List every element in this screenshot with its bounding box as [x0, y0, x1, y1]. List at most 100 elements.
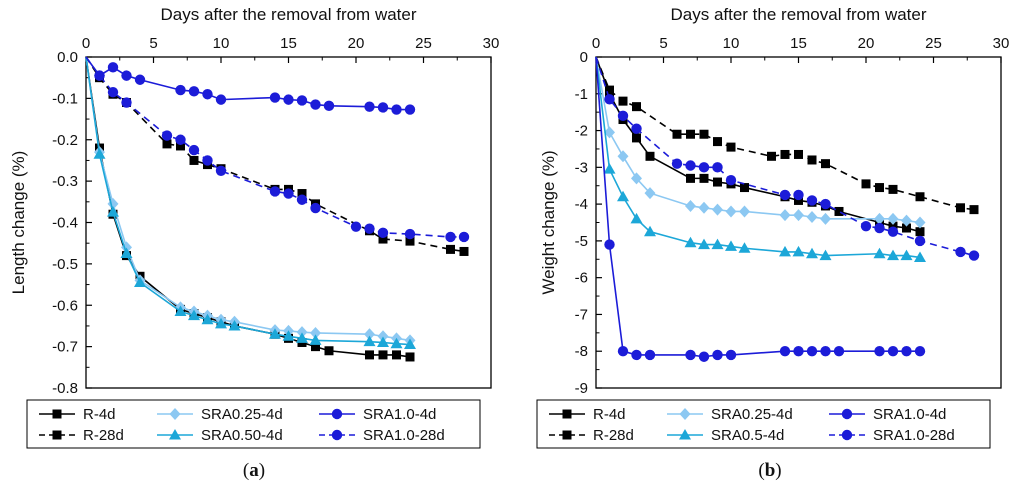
series-SRA0.25-4d [595, 56, 926, 229]
data-point [311, 342, 320, 352]
data-point [793, 189, 804, 201]
data-point [458, 231, 470, 243]
series-SRA0.50-4d [85, 56, 416, 350]
data-point [94, 70, 105, 81]
series-line [85, 56, 410, 111]
data-point [632, 102, 641, 112]
data-point [740, 183, 749, 193]
data-point [631, 349, 642, 361]
x-tick-label: 15 [790, 35, 807, 52]
legend: R-4d SRA0.25-4d SRA1.0-4d R-28d SRA0.5-4d SRA… [536, 399, 991, 449]
data-point [820, 346, 831, 357]
data-point [875, 183, 884, 193]
legend-marker [52, 409, 62, 419]
legend-marker [841, 408, 853, 420]
data-point [779, 189, 791, 201]
data-point [617, 110, 629, 122]
data-point [618, 96, 628, 106]
series-SRA1.0-28d [85, 56, 470, 243]
data-point [390, 337, 403, 349]
data-point [698, 238, 710, 250]
data-point [873, 247, 886, 259]
data-point [698, 201, 710, 214]
data-point [363, 335, 376, 347]
data-point [794, 149, 803, 159]
data-point [955, 246, 966, 258]
data-point [392, 350, 401, 360]
data-point [283, 188, 294, 199]
data-point [364, 328, 375, 341]
data-point [269, 328, 281, 339]
data-point [807, 155, 817, 165]
series-line [595, 56, 975, 211]
panel-letter: a [249, 460, 259, 481]
data-point [698, 351, 710, 362]
data-point [685, 160, 696, 171]
data-point [767, 151, 776, 161]
legend-marker [562, 409, 572, 419]
data-point [405, 352, 415, 362]
data-point [900, 249, 913, 261]
data-point [901, 214, 912, 227]
x-tick-label: 5 [149, 35, 157, 52]
series-line [595, 56, 920, 358]
data-point [215, 317, 227, 329]
x-tick-label: 5 [659, 35, 667, 52]
y-tick-label: -1 [575, 86, 588, 103]
data-point [296, 326, 308, 339]
data-point [685, 349, 696, 361]
data-point [725, 349, 737, 361]
legend-label: SRA1.0-4d [363, 406, 436, 423]
data-point [887, 212, 899, 225]
legend-label: R-4d [83, 406, 116, 423]
y-tick-label: -0.3 [52, 173, 78, 190]
data-point [739, 205, 750, 218]
data-point [711, 238, 724, 250]
data-point [445, 231, 456, 243]
data-point [806, 247, 818, 259]
series-line [595, 56, 921, 259]
data-point [446, 244, 455, 254]
data-point [686, 129, 695, 139]
data-point [188, 144, 200, 156]
series-line [85, 56, 465, 253]
data-point [378, 350, 388, 360]
data-point [310, 326, 321, 339]
data-point [713, 177, 722, 187]
data-point [605, 85, 614, 95]
legend-label: R-28d [83, 427, 124, 444]
data-point [134, 74, 146, 85]
series-line [85, 56, 411, 358]
data-point [699, 129, 709, 139]
data-point [364, 101, 375, 112]
data-point [915, 192, 925, 202]
data-point [324, 346, 334, 356]
data-point [405, 236, 415, 246]
data-point [323, 100, 335, 112]
data-point [725, 175, 737, 186]
y-tick-label: -8 [575, 343, 588, 360]
data-point [888, 221, 898, 231]
data-point [671, 158, 683, 169]
x-tick-label: 25 [415, 35, 432, 52]
data-point [793, 209, 804, 222]
data-point [309, 334, 322, 345]
data-point [632, 133, 641, 143]
data-point [684, 236, 697, 248]
panel-paren: ) [259, 460, 265, 481]
data-point [738, 242, 751, 253]
data-point [780, 149, 790, 159]
data-point [914, 346, 926, 357]
data-point [779, 245, 791, 257]
data-point [377, 102, 389, 113]
panel-label: (a) [243, 460, 265, 481]
data-point [121, 97, 132, 108]
legend-marker [679, 408, 691, 420]
data-point [269, 186, 281, 197]
data-point [887, 226, 899, 237]
data-point [202, 89, 213, 100]
y-tick-label: -0.6 [52, 297, 78, 314]
legend-label: SRA0.5-4d [711, 427, 784, 444]
data-point [296, 194, 308, 205]
